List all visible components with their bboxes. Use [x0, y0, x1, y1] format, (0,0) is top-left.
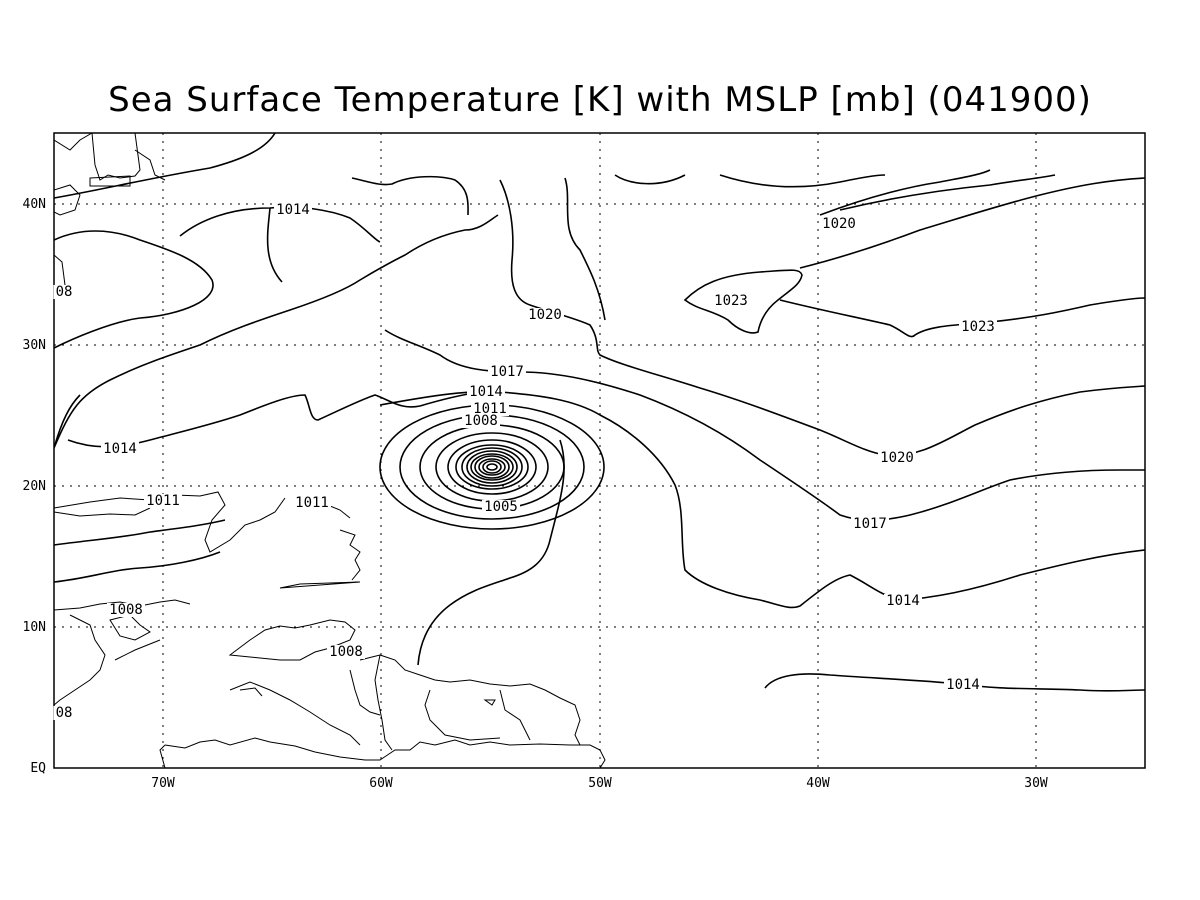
contour-label-knockout	[462, 414, 500, 428]
contour-label-knockout	[878, 451, 916, 465]
contour-label-knockout	[482, 500, 520, 514]
x-tick-label: 70W	[151, 776, 175, 791]
contour-label-knockout	[53, 285, 75, 299]
x-tick-label: 60W	[369, 776, 393, 791]
contour-label-knockout	[101, 442, 139, 456]
contour-label-knockout	[274, 203, 312, 217]
contour-label: 1005	[484, 499, 518, 515]
contour-label: 1008	[329, 644, 363, 660]
contour-label-knockout	[944, 678, 982, 692]
map-frame	[53, 132, 1146, 769]
contour-label: 1014	[103, 441, 137, 457]
contour-label: 1011	[146, 493, 180, 509]
contour-label-knockout	[471, 402, 509, 416]
contour-label-knockout	[488, 365, 526, 379]
contour-label-knockout	[884, 594, 922, 608]
contour-label: 1011	[295, 495, 329, 511]
y-tick-label: 40N	[23, 197, 46, 212]
contour-label: 1008	[464, 413, 498, 429]
y-tick-label: 20N	[23, 479, 46, 494]
y-axis: EQ 10N 20N 30N 40N	[23, 197, 47, 776]
contour-label-knockout	[53, 706, 75, 720]
contour-label-knockout	[327, 645, 365, 659]
contour-label: 1014	[276, 202, 310, 218]
contour-label-knockout	[959, 320, 997, 334]
contour-label-knockout	[293, 496, 331, 510]
contour-label: 1023	[961, 319, 995, 335]
contour-label: 1014	[946, 677, 980, 693]
x-tick-label: 30W	[1024, 776, 1048, 791]
contour-label-knockout	[712, 294, 750, 308]
y-tick-label: 30N	[23, 338, 46, 353]
x-axis: 70W 60W 50W 40W 30W	[151, 776, 1048, 791]
contour-label: 1020	[880, 450, 914, 466]
contour-label: 1011	[473, 401, 507, 417]
x-tick-label: 40W	[806, 776, 830, 791]
coastlines	[54, 133, 606, 768]
contour-label: 1023	[714, 293, 748, 309]
y-tick-label: EQ	[30, 761, 46, 776]
contour-label-knockout	[107, 603, 145, 617]
contour-label-knockout	[820, 217, 858, 231]
contour-label: 08	[56, 705, 73, 721]
contour-label: 1020	[822, 216, 856, 232]
contour-label-knockout	[467, 385, 505, 399]
contour-label-knockout	[851, 517, 889, 531]
contour-label: 08	[56, 284, 73, 300]
contour-label: 1014	[886, 593, 920, 609]
mslp-contours	[54, 133, 1145, 692]
chart-title: Sea Surface Temperature [K] with MSLP [m…	[108, 80, 1092, 120]
contour-label: 1017	[853, 516, 887, 532]
x-tick-label: 50W	[588, 776, 612, 791]
contour-label-knockout	[526, 308, 564, 322]
contour-label: 1008	[109, 602, 143, 618]
contour-label: 1017	[490, 364, 524, 380]
contour-label: 1014	[469, 384, 503, 400]
contour-label: 1020	[528, 307, 562, 323]
y-tick-label: 10N	[23, 620, 46, 635]
contour-label-knockout	[144, 494, 182, 508]
